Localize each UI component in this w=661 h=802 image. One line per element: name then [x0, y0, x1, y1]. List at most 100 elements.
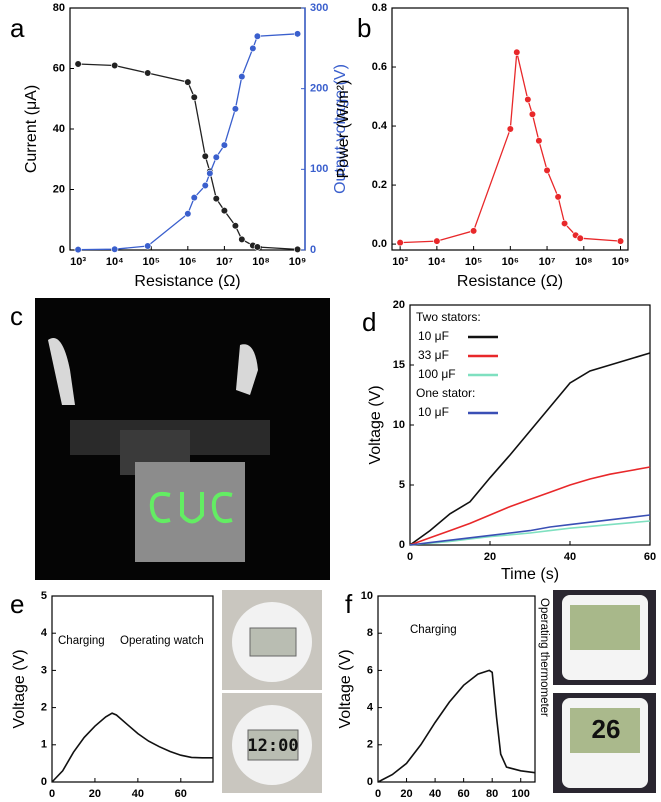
chart: d 0 20 40 60 0 5 10 15 20 Time (s) Voltage (V) Two s… — [362, 299, 656, 583]
chart: e0204060012345Time (s)Voltage (V)Chargin… — [10, 589, 214, 802]
y-tick-label: 10 — [393, 419, 405, 431]
legend-label: 100 μF — [418, 367, 456, 381]
panel-label: c — [10, 301, 23, 331]
x-axis-title: Resistance (Ω) — [457, 273, 563, 290]
y-tick-label: 4 — [41, 627, 48, 639]
data-point — [469, 227, 478, 235]
x-tick-label: 10⁴ — [428, 256, 446, 268]
panel-label: a — [10, 13, 25, 43]
x-tick-label: 20 — [89, 788, 101, 797]
series-line — [409, 352, 651, 546]
y2-axis-title: Output voltage (V) — [332, 64, 349, 194]
series-line — [409, 520, 651, 546]
data-point — [111, 61, 119, 70]
y-tick-label: 20 — [53, 183, 65, 195]
annotation: Charging — [58, 635, 105, 647]
data-point — [524, 95, 532, 104]
lcd — [570, 605, 640, 650]
series-line — [409, 466, 651, 546]
x-tick-label: 10⁹ — [289, 256, 306, 268]
data-point — [144, 69, 152, 77]
x-tick-label: 0 — [407, 551, 413, 563]
data-point — [144, 242, 152, 250]
y-tick-label: 80 — [53, 2, 65, 14]
y2-tick-label: 100 — [310, 163, 328, 175]
panel-label: f — [345, 589, 353, 619]
data-point — [184, 210, 192, 218]
y-tick-label: 0.8 — [372, 2, 387, 14]
x-axis-title: Resistance (Ω) — [134, 273, 240, 290]
y-tick-label: 3 — [41, 664, 47, 676]
data-point — [528, 110, 537, 118]
data-point — [74, 60, 82, 68]
y-tick-label: 60 — [53, 62, 65, 74]
x-tick-label: 10⁵ — [143, 256, 160, 268]
y-tick-label: 4 — [367, 702, 374, 714]
data-point — [249, 44, 257, 52]
y-tick-label: 0.4 — [372, 120, 388, 132]
data-point — [231, 105, 240, 113]
led-pattern — [149, 491, 233, 524]
panel-label: e — [10, 589, 24, 619]
y-tick-label: 0.6 — [372, 61, 387, 73]
y-tick-label: 2 — [367, 739, 373, 751]
x-tick-label: 10⁸ — [252, 256, 269, 268]
data-point — [560, 219, 569, 228]
watch-display: 12:00 — [247, 736, 298, 756]
x-tick-label: 10⁶ — [179, 256, 196, 268]
y-tick-label: 15 — [393, 359, 405, 371]
x-tick-label: 80 — [486, 788, 498, 797]
y-axis-title: Current (μA) — [23, 85, 40, 173]
data-point — [576, 234, 584, 242]
data-point — [396, 239, 404, 247]
x-tick-label: 10³ — [70, 256, 86, 268]
series-line — [78, 33, 298, 251]
x-tick-label: 100 — [512, 788, 530, 797]
watch-photos: 12:00 — [222, 590, 322, 793]
data-point — [253, 32, 262, 40]
y-tick-label: 0 — [59, 244, 65, 256]
y-axis-title: Voltage (V) — [367, 385, 384, 464]
x-tick-label: 40 — [132, 788, 144, 797]
panel-label: b — [357, 13, 371, 43]
y-axis-title: Voltage (V) — [11, 649, 28, 728]
x-tick-label: 10⁷ — [539, 256, 556, 268]
x-tick-label: 60 — [644, 551, 656, 563]
annotation: Operating thermometer — [538, 598, 550, 717]
x-tick-label: 10⁵ — [465, 256, 482, 268]
series-line — [51, 712, 213, 783]
thermometer-display: 26 — [592, 714, 621, 744]
x-tick-label: 60 — [175, 788, 187, 797]
plot-frame — [377, 595, 536, 783]
y-tick-label: 8 — [367, 627, 373, 639]
y-tick-label: 0.0 — [372, 238, 387, 250]
data-point — [253, 243, 262, 251]
data-point — [554, 193, 562, 201]
glove — [48, 338, 75, 405]
y-tick-label: 5 — [399, 479, 405, 491]
data-point — [212, 153, 220, 161]
lcd — [249, 627, 297, 657]
data-point — [231, 222, 240, 230]
data-point — [513, 48, 521, 56]
x-tick-label: 40 — [564, 551, 576, 563]
x-tick-label: 20 — [400, 788, 412, 797]
photo-c — [35, 298, 330, 580]
data-point — [506, 125, 514, 133]
annotation: Operating watch — [120, 635, 204, 647]
y-tick-label: 40 — [53, 123, 65, 135]
y2-tick-label: 0 — [310, 244, 316, 256]
data-point — [220, 207, 228, 215]
x-tick-label: 10⁹ — [612, 256, 629, 268]
lcd — [570, 708, 640, 753]
y2-tick-label: 200 — [310, 83, 328, 95]
legend-label: 10 μF — [418, 405, 449, 419]
x-tick-label: 10⁷ — [216, 256, 233, 268]
y-tick-label: 6 — [367, 664, 373, 676]
lcd — [247, 729, 299, 761]
annotation: Charging — [410, 624, 457, 636]
y2-tick-label: 300 — [310, 2, 328, 14]
y-tick-label: 2 — [41, 702, 47, 714]
